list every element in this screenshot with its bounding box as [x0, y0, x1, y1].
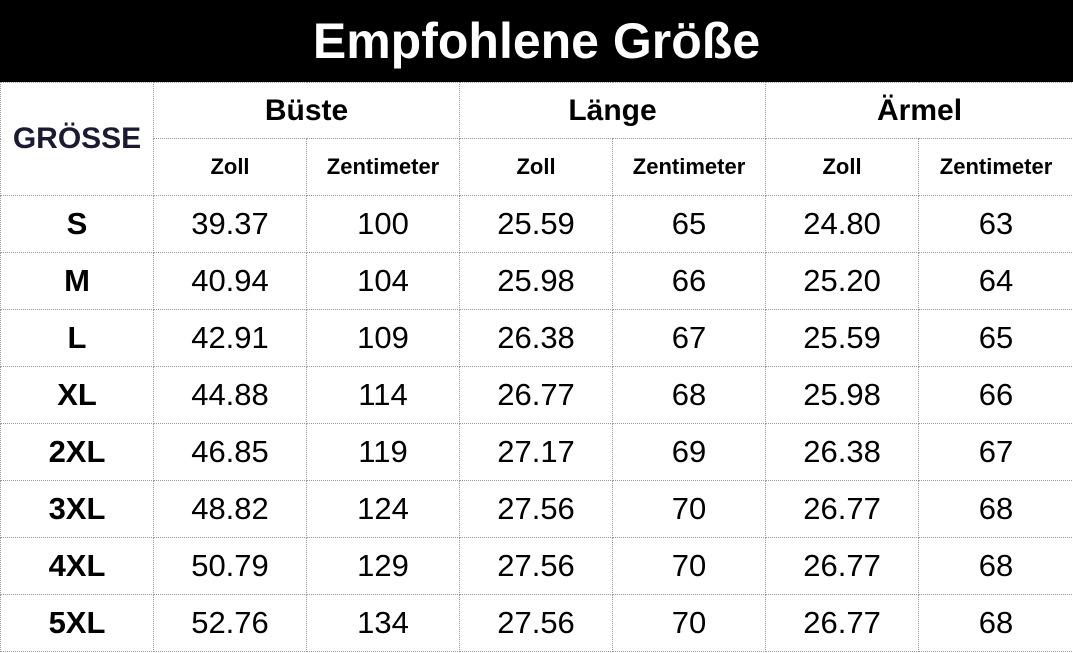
measure-cell: 24.80	[765, 195, 920, 253]
group-header: Länge	[459, 82, 767, 139]
group-header: Büste	[152, 82, 461, 139]
size-label: 4XL	[0, 537, 154, 595]
size-table: GRÖSSE Büste Länge Ärmel Zoll Zentimeter Zoll Z…	[0, 82, 1073, 652]
measure-cell: 68	[918, 537, 1073, 595]
measure-cell: 66	[612, 252, 767, 310]
measure-cell: 65	[918, 309, 1073, 367]
table-row: S 39.37 100 25.59 65 24.80 63	[0, 195, 1073, 253]
table-row: Zoll Zentimeter Zoll Zentimeter Zoll Zentimet…	[1, 138, 1073, 196]
unit-header: Zentimeter	[918, 138, 1073, 196]
size-label: XL	[0, 366, 154, 424]
measure-cell: 44.88	[153, 366, 307, 424]
measure-cell: 69	[612, 423, 767, 481]
size-label: L	[0, 309, 154, 367]
measure-cell: 68	[918, 480, 1073, 538]
measure-cell: 65	[612, 195, 767, 253]
group-header: Ärmel	[765, 82, 1073, 139]
measure-cell: 26.38	[459, 309, 614, 367]
measure-cell: 27.56	[459, 594, 614, 652]
measure-cell: 124	[305, 480, 461, 538]
table-row: 3XL 48.82 124 27.56 70 26.77 68	[0, 480, 1073, 538]
measure-cell: 70	[612, 480, 767, 538]
measure-cell: 50.79	[153, 537, 307, 595]
measure-cell: 39.37	[153, 195, 307, 253]
measure-cell: 104	[305, 252, 461, 310]
measure-cell: 27.56	[459, 480, 614, 538]
unit-header: Zoll	[153, 138, 307, 196]
table-row: GRÖSSE Büste Länge Ärmel	[0, 82, 1073, 196]
size-label: 5XL	[0, 594, 154, 652]
measure-cell: 129	[305, 537, 461, 595]
measure-cell: 63	[918, 195, 1073, 253]
measure-cell: 119	[305, 423, 461, 481]
measure-cell: 67	[918, 423, 1073, 481]
measure-cell: 66	[918, 366, 1073, 424]
measure-cell: 100	[305, 195, 461, 253]
measure-cell: 70	[612, 537, 767, 595]
measure-cell: 70	[612, 594, 767, 652]
measure-cell: 68	[918, 594, 1073, 652]
measure-cell: 114	[305, 366, 461, 424]
table-row: 4XL 50.79 129 27.56 70 26.77 68	[0, 537, 1073, 595]
measure-cell: 25.59	[459, 195, 614, 253]
measure-cell: 26.77	[765, 480, 920, 538]
measure-cell: 26.38	[765, 423, 920, 481]
measure-cell: 67	[612, 309, 767, 367]
size-label: 3XL	[0, 480, 154, 538]
measure-cell: 27.17	[459, 423, 614, 481]
measure-cell: 134	[305, 594, 461, 652]
table-row: 2XL 46.85 119 27.17 69 26.38 67	[0, 423, 1073, 481]
unit-header: Zentimeter	[612, 138, 767, 196]
measure-cell: 109	[305, 309, 461, 367]
table-row: 5XL 52.76 134 27.56 70 26.77 68	[0, 594, 1073, 652]
size-label: 2XL	[0, 423, 154, 481]
measure-cell: 25.98	[459, 252, 614, 310]
size-label: M	[0, 252, 154, 310]
measure-cell: 40.94	[153, 252, 307, 310]
size-header: GRÖSSE	[0, 82, 154, 196]
measure-cell: 42.91	[153, 309, 307, 367]
measure-cell: 25.59	[765, 309, 920, 367]
measure-cell: 46.85	[153, 423, 307, 481]
unit-header: Zoll	[765, 138, 920, 196]
measure-cell: 26.77	[459, 366, 614, 424]
measure-cell: 52.76	[153, 594, 307, 652]
table-row: M 40.94 104 25.98 66 25.20 64	[0, 252, 1073, 310]
measure-cell: 48.82	[153, 480, 307, 538]
unit-header: Zoll	[459, 138, 614, 196]
measure-cell: 27.56	[459, 537, 614, 595]
table-row: L 42.91 109 26.38 67 25.59 65	[0, 309, 1073, 367]
size-label: S	[0, 195, 154, 253]
title-bar: Empfohlene Größe	[0, 0, 1073, 82]
measure-cell: 68	[612, 366, 767, 424]
measure-cell: 25.20	[765, 252, 920, 310]
measure-cell: 25.98	[765, 366, 920, 424]
unit-header: Zentimeter	[305, 138, 461, 196]
measure-cell: 26.77	[765, 594, 920, 652]
measure-cell: 26.77	[765, 537, 920, 595]
measure-cell: 64	[918, 252, 1073, 310]
table-row: XL 44.88 114 26.77 68 25.98 66	[0, 366, 1073, 424]
